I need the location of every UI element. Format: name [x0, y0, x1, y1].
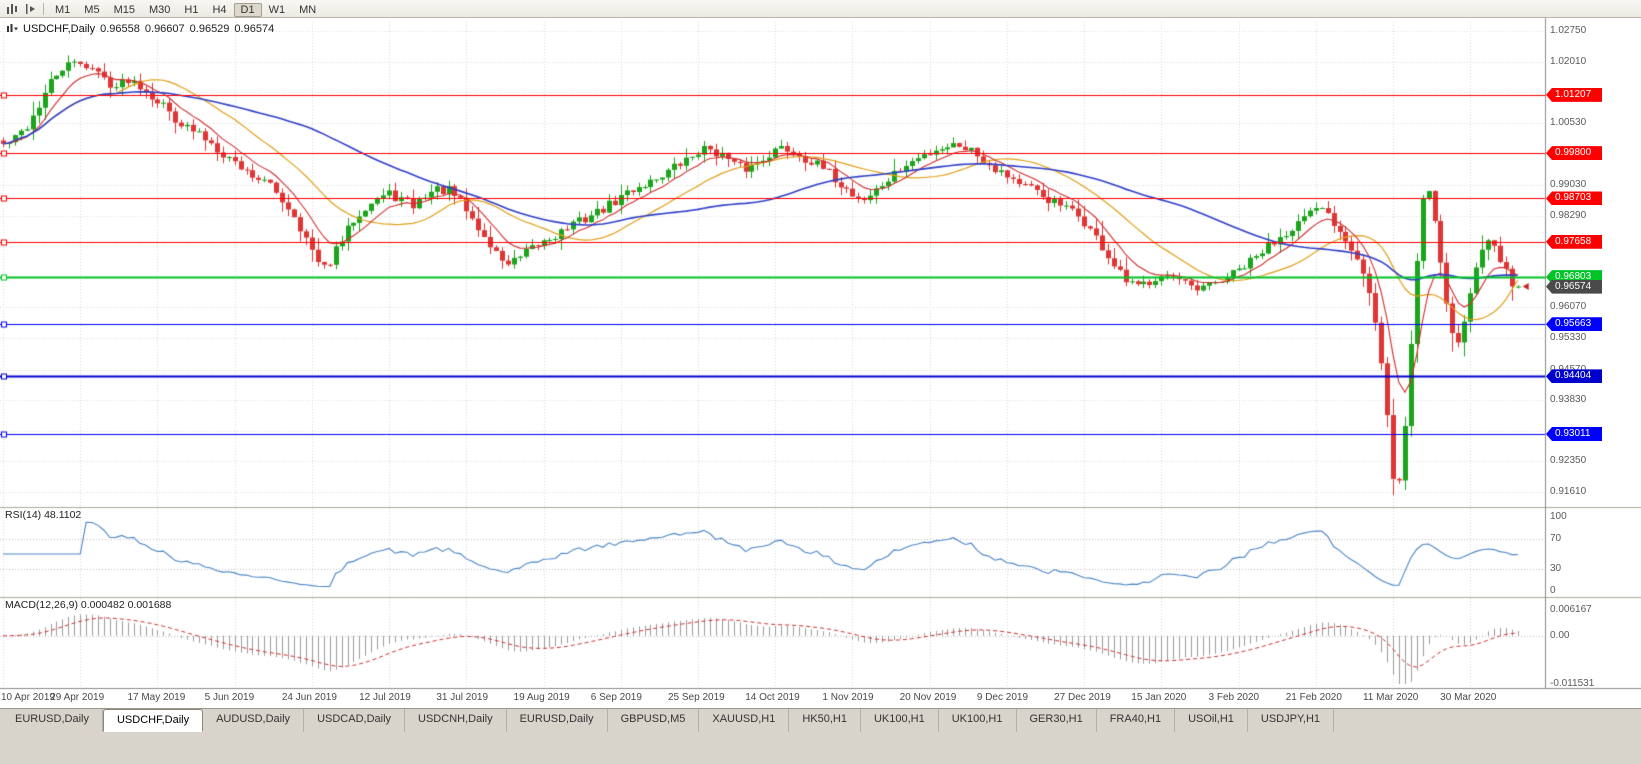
date-label: 3 Feb 2020 [1208, 692, 1260, 703]
price-axis-tick: 0.95330 [1550, 332, 1587, 344]
chart-tab-eurusd-daily[interactable]: EURUSD,Daily [2, 709, 103, 732]
date-label: 12 Jul 2019 [359, 692, 411, 703]
bar-chart-mode-icon[interactable] [3, 2, 21, 16]
date-label: 21 Feb 2020 [1285, 692, 1342, 703]
chart-tab-uk100-h1[interactable]: UK100,H1 [861, 709, 939, 732]
date-label: 31 Jul 2019 [436, 692, 489, 703]
date-label: 15 Jan 2020 [1131, 692, 1187, 703]
price-axis-tick: 0.96070 [1550, 301, 1587, 313]
chart-tab-usdchf-daily[interactable]: USDCHF,Daily [102, 709, 204, 732]
price-low: 0.96529 [189, 23, 230, 35]
toolbar: M1 M5 M15 M30 H1 H4 D1 W1 MN [0, 0, 1641, 18]
timeframe-button-m15[interactable]: M15 [113, 3, 135, 16]
date-label: 17 May 2019 [127, 692, 186, 703]
date-label: 9 Dec 2019 [976, 692, 1029, 703]
price-high: 0.96607 [144, 23, 185, 35]
macd-axis-level: -0.011531 [1550, 678, 1595, 689]
rsi-axis-level: 70 [1550, 533, 1562, 545]
chart-tab-audusd-daily[interactable]: AUDUSD,Daily [203, 709, 305, 732]
price-level-box: 0.99800 [1546, 146, 1602, 161]
timeframe-button-h1[interactable]: H1 [184, 3, 199, 16]
date-label: 10 Apr 2019 [1, 692, 55, 703]
chart-tab-usdcnh-daily[interactable]: USDCNH,Daily [405, 709, 507, 732]
date-label: 25 Sep 2019 [667, 692, 725, 703]
chart-tabs: EURUSD,Daily USDCHF,Daily AUDUSD,Daily USDC… [0, 709, 1641, 732]
date-label: 1 Nov 2019 [822, 692, 874, 703]
symbol-title: USDCHF,Daily [23, 23, 96, 35]
price-level-box: 0.94404 [1546, 369, 1602, 384]
date-label: 30 Mar 2020 [1440, 692, 1497, 703]
price-level-box: 0.95663 [1546, 317, 1602, 332]
date-label: 5 Jun 2019 [204, 692, 255, 703]
price-level-box: 0.97658 [1546, 234, 1602, 249]
chart-tab-fra40-h1[interactable]: FRA40,H1 [1097, 709, 1176, 732]
price-level-box: 0.93011 [1546, 427, 1602, 442]
price-close: 0.96574 [234, 23, 275, 35]
timeframe-button-d1[interactable]: D1 [233, 2, 262, 17]
price-axis-tick: 0.99030 [1550, 178, 1587, 190]
timeframe-buttons: M1 M5 M15 M30 H1 H4 D1 W1 MN [48, 0, 323, 18]
macd-indicator-label: MACD(12,26,9) 0.000482 0.001688 [5, 599, 172, 611]
timeframe-button-w1[interactable]: W1 [268, 3, 286, 16]
rsi-axis-level: 30 [1550, 562, 1562, 574]
price-axis-tick: 1.02010 [1550, 55, 1587, 67]
chart-tab-usoil-h1[interactable]: USOil,H1 [1175, 709, 1248, 732]
date-label: 24 Jun 2019 [281, 692, 337, 703]
price-axis-tick: 1.00530 [1550, 116, 1587, 128]
macd-axis-level: 0.006167 [1550, 604, 1592, 615]
chart-tab-usdcad-daily[interactable]: USDCAD,Daily [304, 709, 406, 732]
price-open: 0.96558 [100, 23, 140, 35]
chart-tab-eurusd-daily[interactable]: EURUSD,Daily [507, 709, 608, 732]
date-label: 29 Apr 2019 [50, 692, 105, 703]
macd-axis-level: 0.00 [1550, 629, 1570, 641]
timeframe-button-h4[interactable]: H4 [212, 3, 227, 16]
chart-tab-hk50-h1[interactable]: HK50,H1 [789, 709, 861, 732]
price-axis-tick: 0.92350 [1550, 455, 1587, 467]
price-level-box: 0.98703 [1546, 191, 1602, 206]
chart-tab-usdjpy-h1[interactable]: USDJPY,H1 [1248, 709, 1335, 732]
timeframe-button-m1[interactable]: M1 [55, 3, 71, 16]
price-axis-tick: 1.02750 [1550, 25, 1587, 36]
price-level-box: 1.01207 [1546, 87, 1602, 102]
timeframe-button-m5[interactable]: M5 [84, 3, 100, 16]
chart-tab-bar: EURUSD,Daily USDCHF,Daily AUDUSD,Daily USDC… [0, 708, 1641, 764]
symbol-dropdown-icon[interactable] [6, 24, 18, 34]
chart-tab-gbpusd-m5[interactable]: GBPUSD,M5 [608, 709, 700, 732]
chart-tab-ger30-h1[interactable]: GER30,H1 [1017, 709, 1097, 732]
price-axis-tick: 0.91610 [1550, 486, 1587, 497]
date-label: 20 Nov 2019 [899, 692, 957, 703]
timeframe-button-mn[interactable]: MN [299, 3, 317, 16]
date-label: 11 Mar 2020 [1362, 692, 1419, 703]
timeframe-button-m30[interactable]: M30 [148, 3, 171, 16]
toolbar-separator [43, 2, 44, 15]
chart-tab-xauusd-h1[interactable]: XAUUSD,H1 [699, 709, 790, 732]
chart-shift-icon[interactable] [21, 2, 39, 16]
price-axis-tick: 0.98290 [1550, 209, 1587, 221]
date-label: 19 Aug 2019 [513, 692, 570, 703]
rsi-axis-level: 0 [1550, 585, 1556, 596]
rsi-axis-level: 100 [1550, 511, 1567, 522]
chart-tab-uk100-h1[interactable]: UK100,H1 [939, 709, 1017, 732]
date-label: 6 Sep 2019 [590, 692, 642, 703]
date-label: 14 Oct 2019 [745, 692, 800, 703]
price-scale[interactable]: 1.027501.020101.005300.990300.982900.975… [1546, 18, 1641, 689]
time-scale[interactable]: 10 Apr 2019 29 Apr 2019 17 May 2019 5 Jun 2… [0, 689, 1545, 707]
rsi-indicator-label: RSI(14) 48.1102 [5, 509, 82, 521]
price-axis-tick: 0.94570 [1550, 363, 1587, 375]
date-label: 27 Dec 2019 [1054, 692, 1111, 703]
chart-title: USDCHF,Daily 0.96558 0.96607 0.96529 0.9… [6, 23, 274, 35]
current-price-box: 0.96574 [1546, 279, 1602, 294]
price-axis-tick: 0.93830 [1550, 394, 1587, 406]
